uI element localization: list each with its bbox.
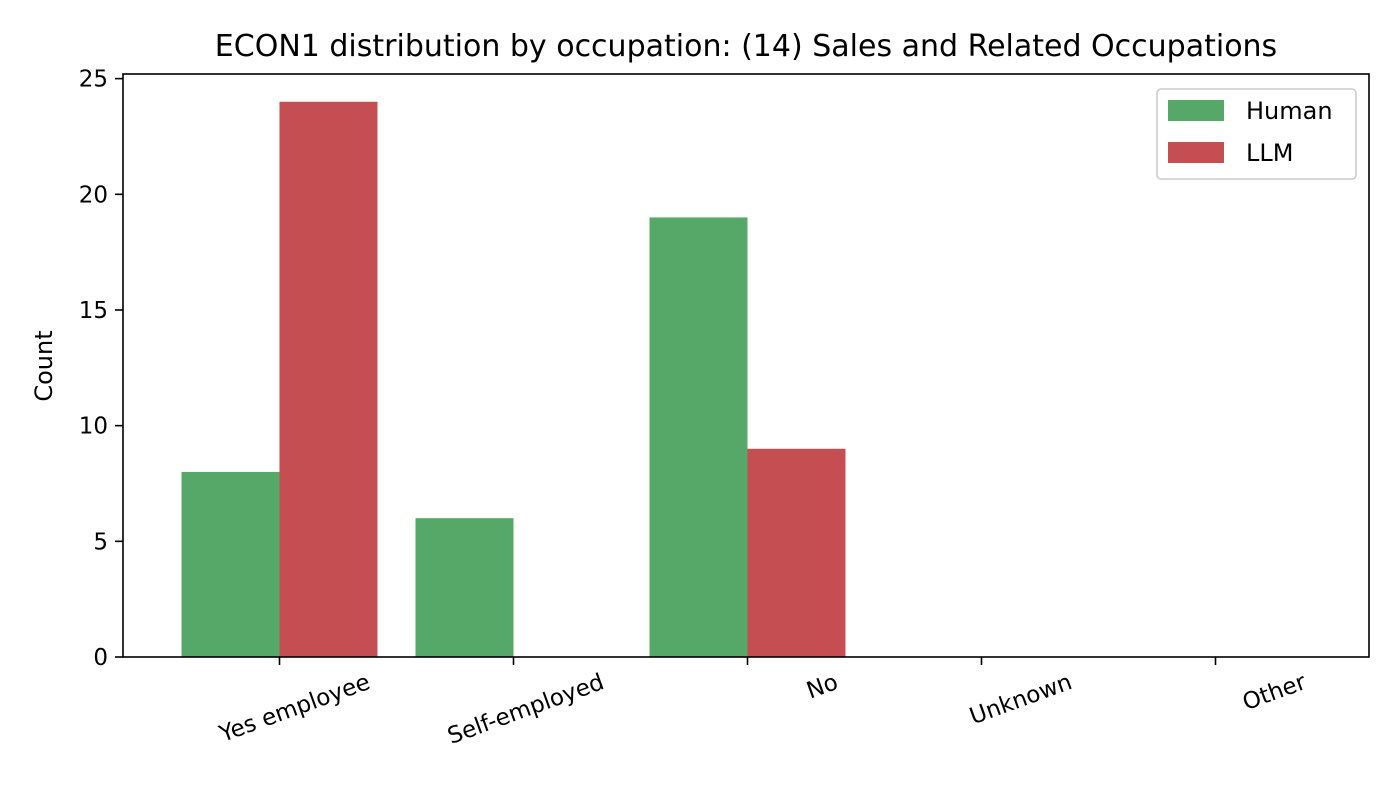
bar-human-0 <box>181 471 280 657</box>
y-tick-label: 20 <box>79 182 108 208</box>
x-axis: Yes employee Self-employed No Unknown Other <box>215 657 1310 750</box>
y-tick-label: 5 <box>93 529 108 555</box>
y-axis: 0 5 10 15 20 25 <box>79 67 123 671</box>
bar-human-2 <box>649 217 748 657</box>
y-tick-label: 10 <box>79 414 108 440</box>
x-tick-label: Yes employee <box>215 669 373 748</box>
bar-llm-0 <box>279 101 378 657</box>
y-tick-label: 0 <box>93 645 108 671</box>
legend-label-human: Human <box>1246 97 1333 125</box>
bar-human-1 <box>415 518 514 657</box>
plot-frame <box>122 73 1370 658</box>
x-tick-label: Other <box>1239 669 1310 716</box>
legend-label-llm: LLM <box>1246 139 1293 167</box>
y-tick-label: 15 <box>79 298 108 324</box>
x-tick-label: Self-employed <box>444 669 607 750</box>
y-axis-label: Count <box>30 330 58 401</box>
legend: Human LLM <box>1156 88 1357 180</box>
x-tick-label: No <box>803 669 841 704</box>
chart-title: ECON1 distribution by occupation: (14) S… <box>215 29 1277 64</box>
y-tick-label: 25 <box>79 67 108 93</box>
legend-swatch-llm <box>1168 142 1224 163</box>
bars-layer <box>181 101 846 657</box>
legend-swatch-human <box>1168 100 1224 121</box>
bar-llm-2 <box>747 448 846 657</box>
x-tick-label: Unknown <box>966 669 1075 730</box>
